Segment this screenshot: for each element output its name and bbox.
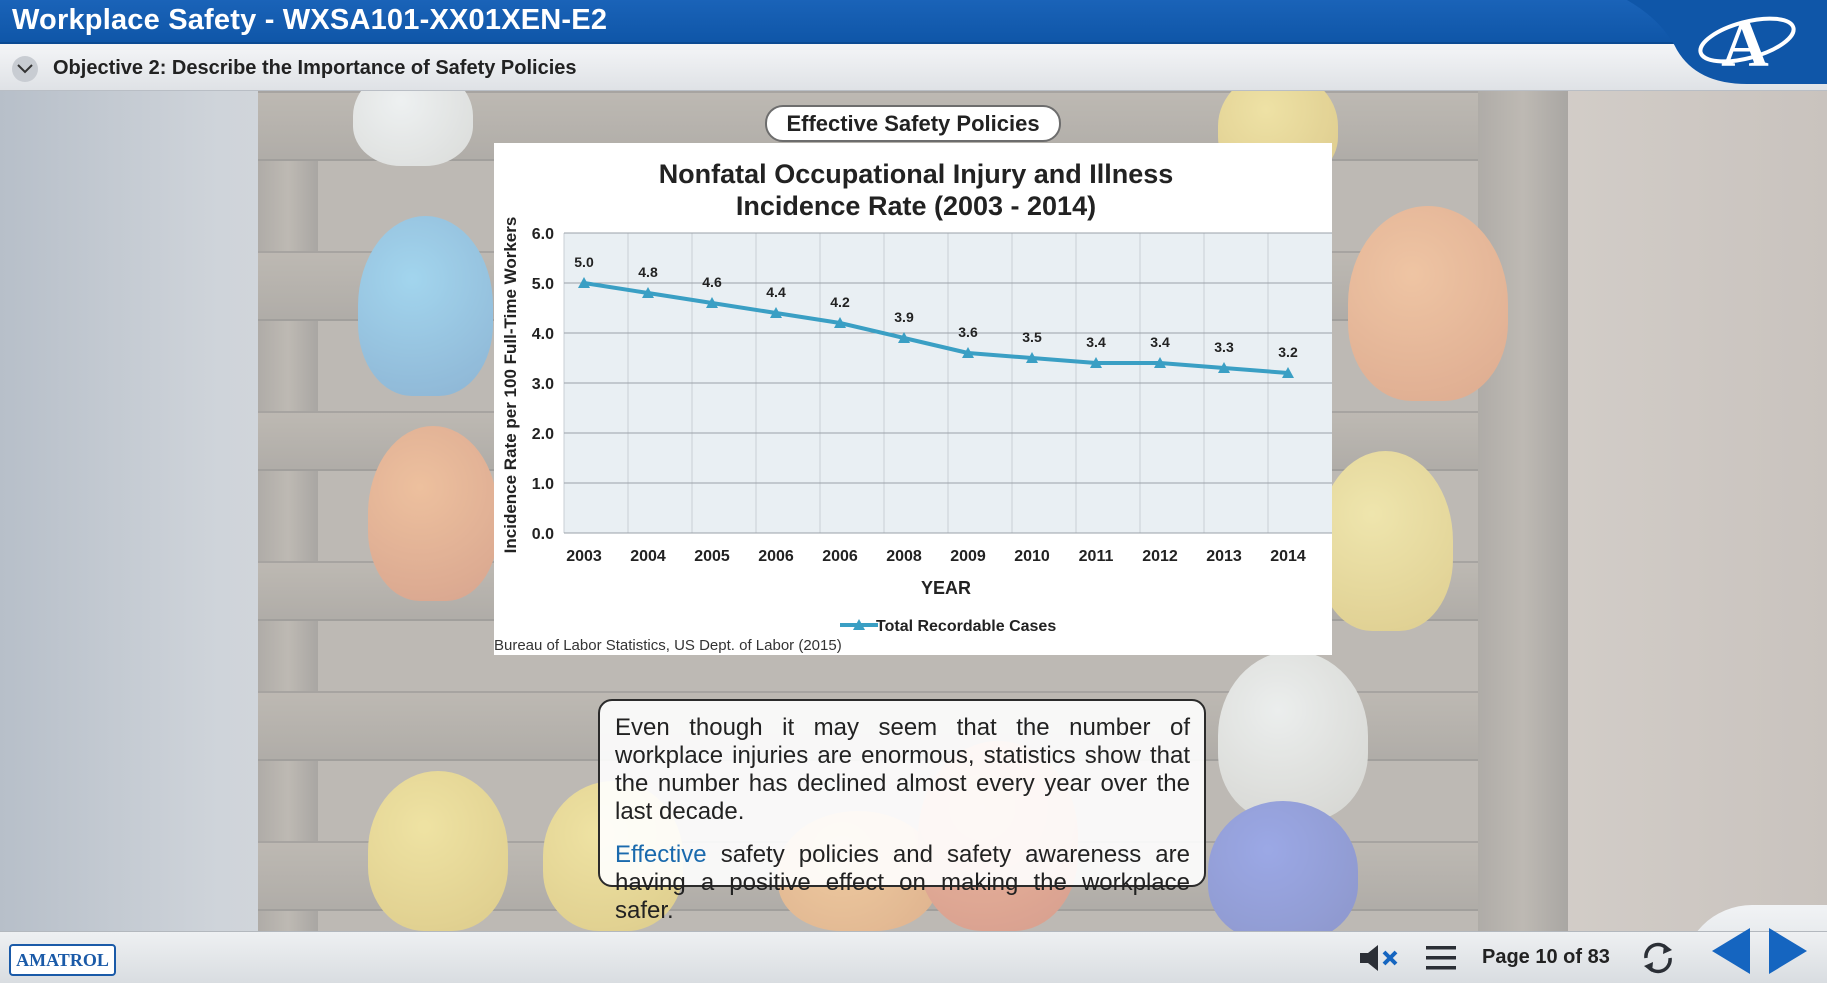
paragraph-2-text: safety policies and safety awareness are… <box>615 841 1190 924</box>
data-label: 3.2 <box>1278 344 1298 360</box>
data-label: 4.8 <box>638 264 658 280</box>
logo-letter: A <box>1721 8 1769 81</box>
chart-card: Nonfatal Occupational Injury and Illness… <box>494 143 1332 655</box>
x-axis-title: YEAR <box>921 578 971 598</box>
y-axis-title: Incidence Rate per 100 Full-Time Workers <box>501 217 520 554</box>
x-tick-label: 2012 <box>1142 548 1178 565</box>
objective-title: Objective 2: Describe the Importance of … <box>53 57 577 79</box>
amatrol-logo: AMATROL <box>9 944 116 976</box>
data-point-marker <box>1154 357 1166 368</box>
section-title: Effective Safety Policies <box>765 105 1061 142</box>
data-point-marker <box>770 307 782 318</box>
title-bar: Workplace Safety - WXSA101-XX01XEN-E2 <box>0 0 1827 44</box>
prev-arrow-icon[interactable] <box>1710 926 1752 976</box>
x-tick-label: 2003 <box>566 548 602 565</box>
explanation-textbox: Even though it may seem that the number … <box>598 699 1206 924</box>
data-label: 3.4 <box>1086 334 1106 350</box>
data-label: 3.4 <box>1150 334 1170 350</box>
x-tick-label: 2010 <box>1014 548 1050 565</box>
data-label: 3.6 <box>958 324 978 340</box>
data-label: 3.9 <box>894 309 914 325</box>
y-tick-label: 4.0 <box>532 326 554 343</box>
paragraph-2: Effective safety policies and safety awa… <box>615 841 1190 925</box>
data-point-marker <box>1282 367 1294 378</box>
page-indicator: Page 10 of 83 <box>1482 946 1610 968</box>
chevron-down-icon <box>17 64 33 74</box>
data-label: 4.6 <box>702 274 722 290</box>
reload-icon[interactable] <box>1638 940 1678 976</box>
x-tick-label: 2013 <box>1206 548 1242 565</box>
legend-label: Total Recordable Cases <box>876 618 1056 635</box>
x-tick-label: 2006 <box>822 548 858 565</box>
chart-title-line-1: Nonfatal Occupational Injury and Illness <box>659 159 1174 189</box>
chart-legend: Total Recordable Cases <box>840 618 1056 635</box>
footer-bar: AMATROL Page 10 of 83 <box>0 928 1827 983</box>
chart-source-citation: Bureau of Labor Statistics, US Dept. of … <box>494 637 842 654</box>
y-tick-label: 2.0 <box>532 426 554 443</box>
x-tick-label: 2011 <box>1079 548 1114 565</box>
x-tick-label: 2014 <box>1270 548 1306 565</box>
y-tick-label: 3.0 <box>532 376 554 393</box>
y-tick-label: 5.0 <box>532 276 554 293</box>
y-tick-label: 1.0 <box>532 476 554 493</box>
menu-icon[interactable] <box>1426 944 1456 972</box>
data-point-marker <box>1090 357 1102 368</box>
data-label: 4.2 <box>830 294 850 310</box>
objective-bar[interactable]: Objective 2: Describe the Importance of … <box>0 44 1827 91</box>
paragraph-1: Even though it may seem that the number … <box>615 714 1190 825</box>
amatrol-a-logo: A <box>1627 0 1827 84</box>
data-label: 3.5 <box>1022 329 1042 345</box>
injury-rate-chart: Nonfatal Occupational Injury and Illness… <box>501 159 1332 635</box>
chart-title-line-2: Incidence Rate (2003 - 2014) <box>736 191 1096 221</box>
data-point-marker <box>578 277 590 288</box>
plot-area: 0.0 1.0 2.0 3.0 4.0 5.0 6.0 2003 2004 2005 2006 200… <box>532 226 1332 565</box>
data-label: 5.0 <box>574 254 594 270</box>
legend-swatch-marker <box>853 619 865 630</box>
y-tick-label: 0.0 <box>532 526 554 543</box>
x-tick-label: 2009 <box>950 548 986 565</box>
y-tick-label: 6.0 <box>532 226 554 243</box>
mute-icon[interactable] <box>1358 942 1402 974</box>
data-point-marker <box>1218 362 1230 373</box>
x-tick-label: 2008 <box>886 548 922 565</box>
data-point-marker <box>898 332 910 343</box>
data-point-marker <box>1026 352 1038 363</box>
x-tick-label: 2004 <box>630 548 666 565</box>
x-tick-label: 2005 <box>694 548 730 565</box>
series-line-total-recordable-cases <box>583 281 1289 375</box>
course-title: Workplace Safety - WXSA101-XX01XEN-E2 <box>12 4 608 36</box>
data-point-marker <box>706 297 718 308</box>
data-point-marker <box>642 287 654 298</box>
data-point-marker <box>962 347 974 358</box>
accent-word: Effective <box>615 841 707 868</box>
data-label: 3.3 <box>1214 339 1234 355</box>
data-label: 4.4 <box>766 284 786 300</box>
next-arrow-icon[interactable] <box>1767 926 1809 976</box>
objective-expand-button[interactable] <box>12 56 38 82</box>
data-point-marker <box>834 317 846 328</box>
x-tick-label: 2006 <box>758 548 794 565</box>
